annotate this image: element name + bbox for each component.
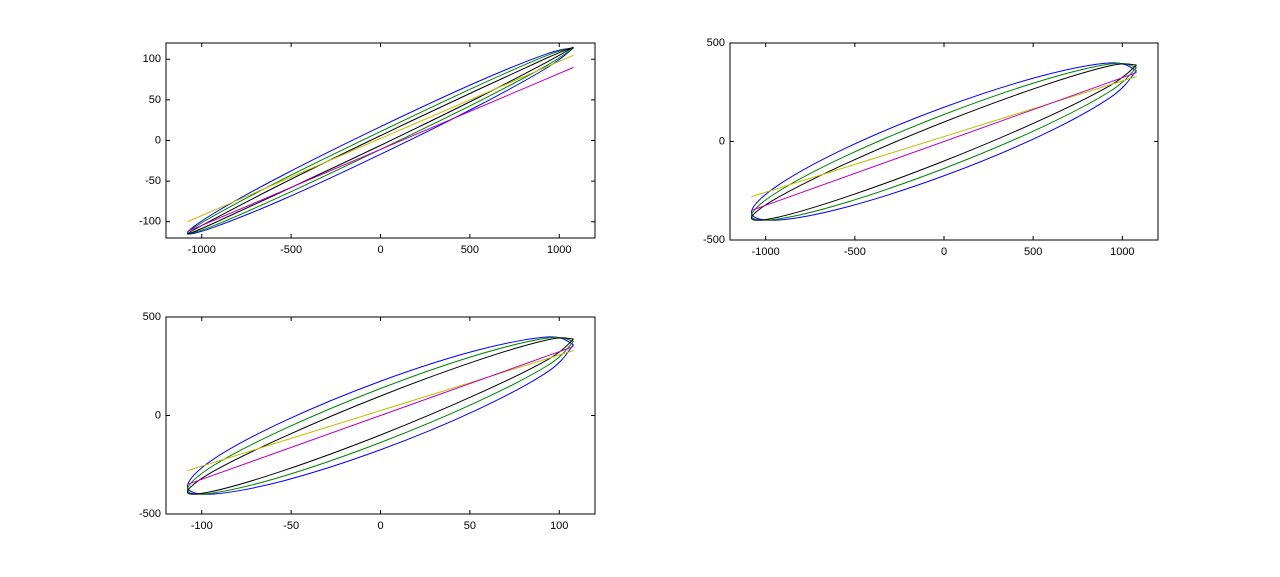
x-tick-label: -500 — [844, 246, 866, 258]
y-tick-label: 500 — [143, 311, 161, 323]
x-tick-label: -1000 — [752, 246, 780, 258]
data-line — [187, 350, 574, 472]
x-tick-label: 0 — [377, 244, 383, 256]
data-line — [751, 76, 1137, 198]
x-tick-label: -50 — [283, 520, 299, 532]
data-line — [187, 66, 574, 232]
x-tick-label: 50 — [464, 520, 476, 532]
x-tick-label: -500 — [280, 244, 302, 256]
data-line — [186, 47, 574, 235]
y-tick-label: -500 — [703, 234, 725, 246]
x-tick-label: 1000 — [1110, 246, 1134, 258]
x-tick-label: 100 — [550, 520, 568, 532]
data-line — [186, 47, 574, 235]
axes-box — [165, 42, 596, 239]
y-tick-label: 100 — [143, 53, 161, 65]
data-line — [750, 62, 1137, 221]
y-tick-label: -50 — [145, 175, 161, 187]
data-line — [750, 62, 1137, 221]
y-tick-label: 500 — [707, 37, 725, 49]
y-tick-label: 0 — [719, 135, 725, 147]
x-tick-label: 0 — [377, 520, 383, 532]
y-tick-label: 0 — [155, 409, 161, 421]
data-line — [186, 46, 574, 235]
x-tick-label: 500 — [461, 244, 479, 256]
y-tick-label: 50 — [149, 94, 161, 106]
x-tick-label: -1000 — [188, 244, 216, 256]
data-line — [187, 54, 574, 223]
data-line — [186, 336, 574, 495]
y-tick-label: 0 — [155, 134, 161, 146]
x-tick-label: 0 — [941, 246, 947, 258]
data-line — [186, 337, 574, 495]
y-tick-label: -100 — [139, 216, 161, 228]
x-tick-label: 500 — [1024, 246, 1042, 258]
y-tick-label: -500 — [139, 508, 161, 520]
data-line — [187, 346, 574, 485]
x-tick-label: 1000 — [547, 244, 571, 256]
x-tick-label: -100 — [191, 520, 213, 532]
data-line — [751, 72, 1137, 211]
data-line — [186, 336, 574, 495]
data-line — [750, 63, 1137, 221]
